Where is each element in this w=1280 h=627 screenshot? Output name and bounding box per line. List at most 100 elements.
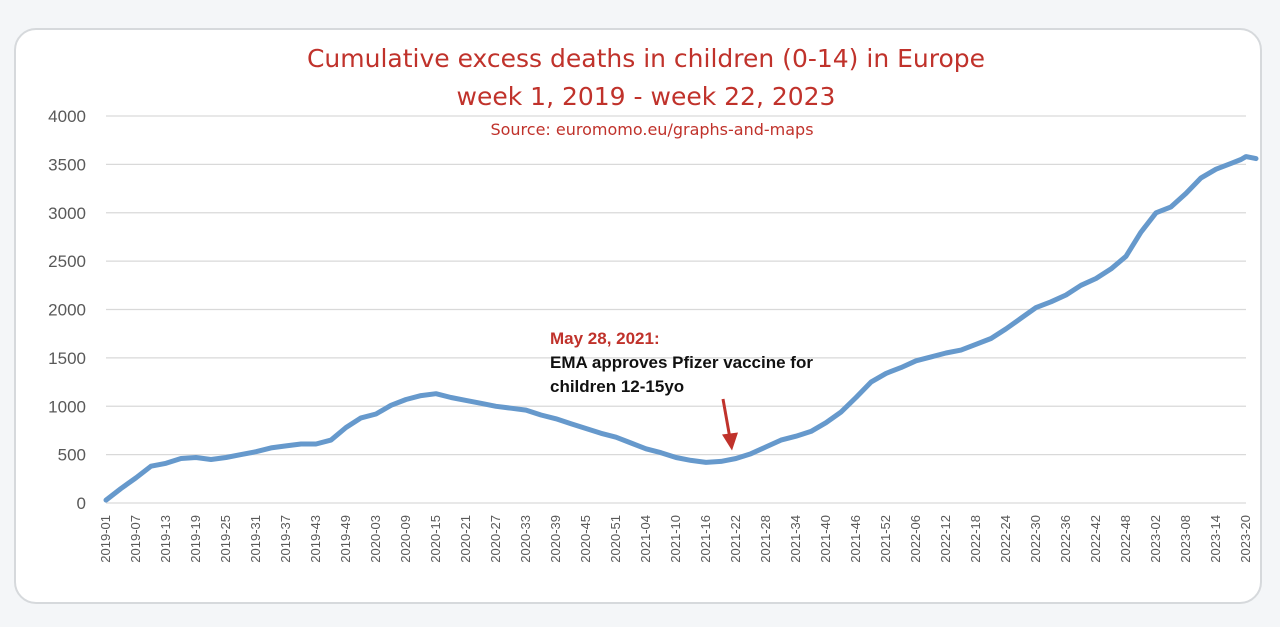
chart-card: Cumulative excess deaths in children (0-…: [14, 28, 1262, 604]
data-point: [194, 456, 198, 460]
chart-source: Source: euromomo.eu/graphs-and-maps: [490, 120, 813, 139]
x-tick-label: 2023-14: [1208, 515, 1223, 563]
x-tick-label: 2020-39: [548, 515, 563, 563]
data-point: [1064, 293, 1068, 297]
x-tick-label: 2019-01: [98, 515, 113, 563]
x-tick-label: 2021-10: [668, 515, 683, 563]
annotation-arrow-head: [722, 432, 738, 451]
data-point: [434, 392, 438, 396]
data-point: [1199, 176, 1203, 180]
data-point: [239, 453, 243, 457]
data-point: [704, 460, 708, 464]
x-tick-label: 2020-51: [608, 515, 623, 563]
data-point: [764, 445, 768, 449]
data-point: [479, 401, 483, 405]
annotation-line-2: children 12-15yo: [550, 377, 684, 396]
line-chart: Cumulative excess deaths in children (0-…: [48, 44, 1259, 563]
data-point: [929, 355, 933, 359]
y-tick-label: 3500: [48, 155, 86, 174]
data-point: [794, 434, 798, 438]
data-point: [164, 461, 168, 465]
x-tick-label: 2021-28: [758, 515, 773, 563]
data-point: [599, 431, 603, 435]
data-point: [419, 394, 423, 398]
x-tick-label: 2019-25: [218, 515, 233, 563]
x-tick-label: 2019-43: [308, 515, 323, 563]
data-point: [344, 426, 348, 430]
y-tick-label: 4000: [48, 107, 86, 126]
data-point: [449, 396, 453, 400]
y-tick-label: 1000: [48, 397, 86, 416]
data-point: [104, 498, 108, 502]
x-tick-label: 2020-03: [368, 515, 383, 563]
x-tick-label: 2021-04: [638, 515, 653, 563]
data-point: [314, 442, 318, 446]
x-tick-label: 2021-52: [878, 515, 893, 563]
x-tick-label: 2022-36: [1058, 515, 1073, 563]
x-tick-label: 2022-06: [908, 515, 923, 563]
x-tick-label: 2019-49: [338, 515, 353, 563]
data-point: [914, 359, 918, 363]
data-point: [1169, 205, 1173, 209]
data-point: [464, 398, 468, 402]
data-point: [749, 452, 753, 456]
data-point: [359, 416, 363, 420]
x-tick-label: 2022-42: [1088, 515, 1103, 563]
data-point: [959, 348, 963, 352]
data-point: [1229, 161, 1233, 165]
data-point: [209, 457, 213, 461]
x-tick-label: 2020-09: [398, 515, 413, 563]
x-tick-label: 2022-30: [1028, 515, 1043, 563]
data-point: [734, 456, 738, 460]
data-point: [614, 435, 618, 439]
annotation-date: May 28, 2021:: [550, 329, 660, 348]
data-point: [119, 486, 123, 490]
data-point: [989, 337, 993, 341]
data-point: [659, 451, 663, 455]
data-point: [899, 366, 903, 370]
data-point: [149, 464, 153, 468]
data-point: [584, 427, 588, 431]
data-point: [689, 458, 693, 462]
data-point: [1034, 306, 1038, 310]
x-tick-label: 2019-19: [188, 515, 203, 563]
data-point: [224, 456, 228, 460]
data-point: [1094, 277, 1098, 281]
data-point: [329, 438, 333, 442]
data-point: [1019, 316, 1023, 320]
data-point: [944, 351, 948, 355]
data-point: [1139, 230, 1143, 234]
series-line: [103, 154, 1259, 503]
x-tick-label: 2019-31: [248, 515, 263, 563]
y-tick-label: 2000: [48, 301, 86, 320]
data-point: [494, 404, 498, 408]
x-tick-label: 2023-20: [1238, 515, 1253, 563]
data-point: [404, 397, 408, 401]
data-point: [179, 456, 183, 460]
data-point: [869, 380, 873, 384]
data-point: [539, 413, 543, 417]
x-tick-label: 2022-18: [968, 515, 983, 563]
data-point: [1154, 211, 1158, 215]
y-tick-label: 2500: [48, 252, 86, 271]
x-tick-label: 2020-45: [578, 515, 593, 563]
data-point: [1124, 254, 1128, 258]
x-tick-label: 2021-40: [818, 515, 833, 563]
data-point: [1109, 267, 1113, 271]
data-point: [554, 417, 558, 421]
data-point: [254, 450, 258, 454]
x-tick-label: 2021-22: [728, 515, 743, 563]
data-point: [809, 429, 813, 433]
x-tick-label: 2023-02: [1148, 515, 1163, 563]
y-tick-label: 0: [77, 494, 86, 513]
x-tick-label: 2022-48: [1118, 515, 1133, 563]
data-point: [509, 406, 513, 410]
data-point: [719, 459, 723, 463]
data-point: [569, 422, 573, 426]
data-point: [1214, 167, 1218, 171]
data-point: [1004, 327, 1008, 331]
x-tick-label: 2019-37: [278, 515, 293, 563]
data-point: [284, 444, 288, 448]
data-point: [389, 403, 393, 407]
data-point: [824, 421, 828, 425]
